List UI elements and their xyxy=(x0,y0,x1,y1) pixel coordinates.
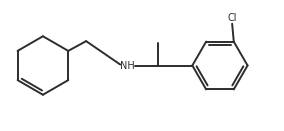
Text: Cl: Cl xyxy=(227,13,237,23)
Text: NH: NH xyxy=(120,61,135,70)
